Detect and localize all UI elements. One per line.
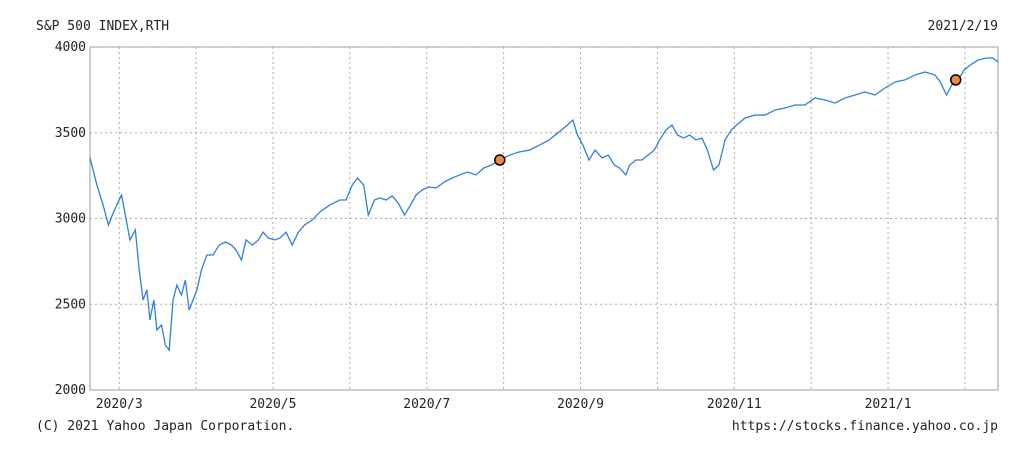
- copyright: (C) 2021 Yahoo Japan Corporation.: [36, 419, 294, 434]
- x-tick-label: 2020/9: [557, 397, 604, 412]
- price-line: [89, 57, 999, 352]
- x-tick-label: 2020/7: [403, 397, 450, 412]
- x-tick-label: 2021/1: [865, 397, 912, 412]
- x-tick-label: 2020/11: [707, 397, 762, 412]
- source-url: https://stocks.finance.yahoo.co.jp: [732, 419, 998, 434]
- event-marker: [949, 74, 962, 86]
- y-tick-label: 3500: [55, 126, 86, 141]
- chart-title: S&P 500 INDEX,RTH: [36, 19, 169, 34]
- x-tick-label: 2020/5: [249, 397, 296, 412]
- x-tick-label: 2020/3: [96, 397, 143, 412]
- y-tick-label: 2500: [55, 297, 86, 312]
- chart-date: 2021/2/19: [928, 19, 998, 34]
- y-tick-label: 4000: [55, 40, 86, 55]
- y-tick-label: 3000: [55, 212, 86, 227]
- event-marker: [494, 154, 506, 166]
- y-tick-label: 2000: [55, 383, 86, 398]
